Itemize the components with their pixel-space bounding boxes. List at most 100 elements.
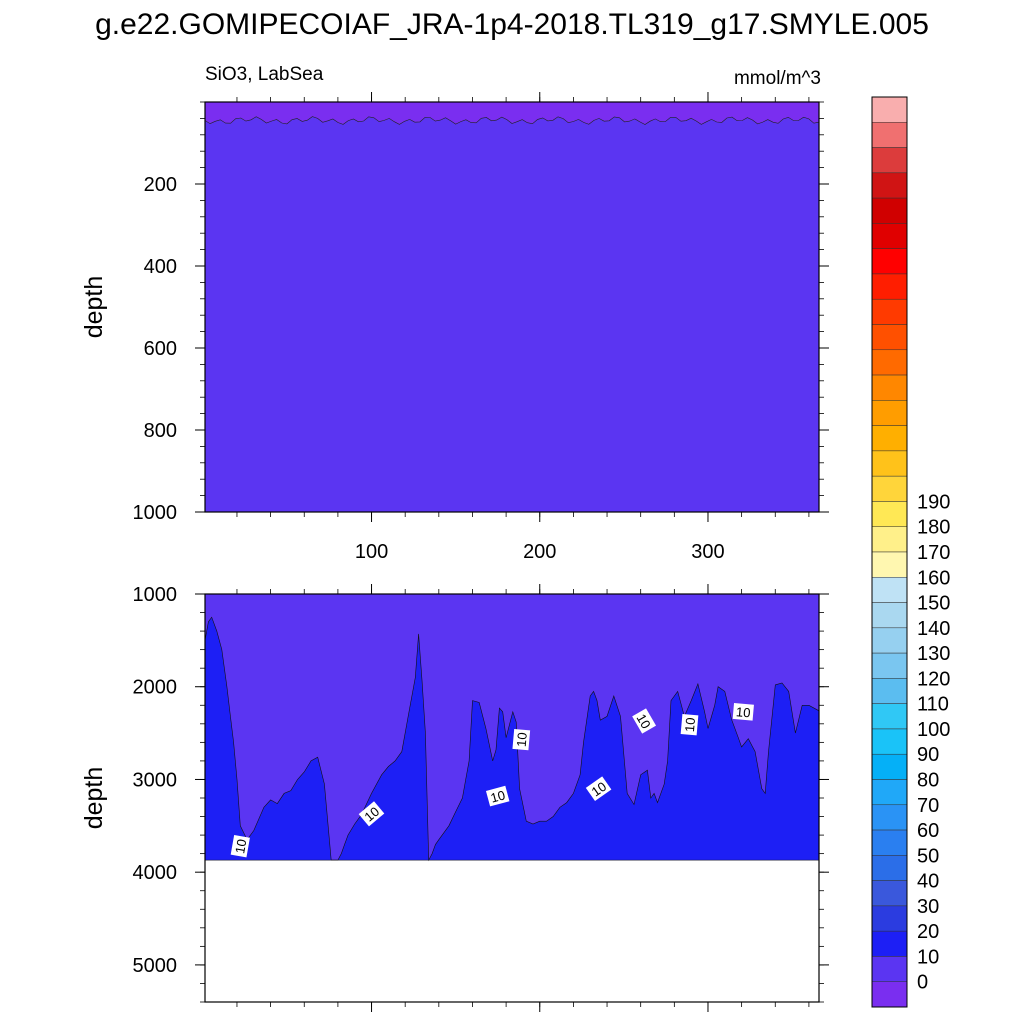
colorbar-label: 10 [917, 946, 939, 968]
colorbar-swatch [871, 779, 908, 806]
colorbar-swatch [871, 678, 908, 704]
colorbar-swatch [871, 172, 908, 199]
colorbar-label: 20 [917, 921, 939, 943]
contour-10-region [205, 617, 819, 861]
colorbar-swatch [871, 122, 908, 148]
colorbar-swatch [871, 349, 908, 376]
upper-panel: 200 400 600 800 1000 100 200 300 depth [80, 92, 829, 563]
colorbar-swatch [871, 602, 908, 629]
colorbar-swatch [871, 501, 908, 527]
colorbar-label: 110 [917, 694, 949, 716]
colorbar-label: 60 [917, 820, 939, 842]
contour-label-5: 10 [585, 776, 612, 801]
colorbar-swatch [871, 829, 908, 856]
colorbar-label: 30 [917, 896, 939, 918]
contour-label-2: 10 [358, 801, 385, 827]
y-tick-label: 600 [144, 338, 177, 360]
contour-label-text: 10 [232, 838, 249, 855]
lower-panel: 10 10 10 10 10 10 10 10 1000 2000 3000 4000 5000 dept… [80, 584, 829, 1012]
colorbar-swatch [871, 728, 908, 755]
colorbar-swatch [871, 981, 908, 1008]
colorbar-swatch [871, 425, 908, 452]
y-tick-label: 3000 [133, 769, 178, 791]
colorbar-swatch [871, 627, 908, 654]
contour-label-4: 10 [512, 728, 531, 751]
y-tick-label: 1000 [133, 584, 178, 606]
colorbar-label: 0 [917, 972, 928, 994]
contour-label-bg [680, 714, 699, 736]
contour-label-text: 10 [514, 732, 530, 748]
colorbar-swatch [871, 855, 908, 881]
units-label: mmol/m^3 [733, 68, 821, 89]
colorbar-swatch [871, 374, 908, 401]
contour-label-bg [512, 728, 531, 751]
colorbar-frame [871, 96, 908, 1008]
colorbar-swatch [871, 526, 908, 553]
colorbar-swatch [871, 450, 908, 477]
colorbar-label: 120 [917, 668, 950, 690]
contour-label-text: 10 [735, 704, 751, 720]
contour-label-8: 10 [732, 702, 754, 721]
colorbar-swatch [871, 248, 908, 275]
colorbar-label: 150 [917, 593, 950, 615]
y-tick-label: 200 [144, 174, 177, 196]
contour-10-line [204, 616, 820, 862]
x-tick-label: 200 [523, 541, 556, 563]
contour-label-text: 10 [634, 711, 654, 731]
contour-label-text: 10 [489, 787, 507, 805]
colorbar-swatch [871, 223, 908, 249]
variable-label: SiO3, LabSea [205, 64, 324, 85]
colorbar-label: 90 [917, 744, 939, 766]
contour-label-text: 10 [682, 717, 698, 733]
colorbar-swatch [871, 197, 908, 224]
colorbar-swatch [871, 930, 908, 957]
colorbar: 0 10 20 30 40 50 60 70 80 90 100 110 120 130 140 150 160… [871, 96, 950, 1008]
y-axis-title: depth [80, 767, 108, 830]
upper-fill [205, 102, 819, 512]
y-tick-label: 400 [144, 256, 177, 278]
colorbar-label: 140 [917, 618, 950, 640]
contour-label-bg [585, 776, 612, 801]
y-tick-label: 1000 [133, 502, 178, 524]
contour-label-7: 10 [680, 714, 699, 736]
colorbar-swatch [871, 298, 908, 325]
contour-label-bg [485, 785, 510, 807]
colorbar-label: 100 [917, 719, 950, 741]
colorbar-swatch [871, 475, 908, 502]
surface-layer [204, 101, 820, 125]
colorbar-swatch [871, 273, 908, 300]
colorbar-label: 160 [917, 567, 950, 589]
upper-frame [204, 101, 820, 513]
y-tick-label: 5000 [133, 955, 178, 977]
colorbar-swatch [871, 147, 908, 174]
y-tick-label: 800 [144, 420, 177, 442]
colorbar-swatch [871, 804, 908, 831]
colorbar-label: 170 [917, 542, 950, 564]
colorbar-label: 190 [917, 491, 950, 513]
contour-label-bg [358, 801, 385, 827]
colorbar-label: 130 [917, 643, 950, 665]
colorbar-swatch [871, 905, 908, 932]
chart-title: g.e22.GOMIPECOIAF_JRA-1p4-2018.TL319_g17… [95, 8, 929, 41]
x-tick-label: 100 [355, 541, 388, 563]
colorbar-swatch [871, 753, 908, 780]
colorbar-label: 70 [917, 795, 939, 817]
colorbar-swatch [871, 400, 908, 426]
colorbar-swatch [871, 324, 908, 351]
colorbar-swatch [871, 96, 908, 123]
contour-label-bg [230, 834, 250, 858]
contour-label-3: 10 [485, 785, 510, 807]
y-tick-label: 4000 [133, 862, 178, 884]
colorbar-label: 180 [917, 517, 950, 539]
contour-label-bg [632, 708, 657, 734]
contour-label-text: 10 [589, 779, 609, 800]
colorbar-label: 40 [917, 871, 939, 893]
contour-label-bg [732, 702, 754, 721]
colorbar-swatch [871, 956, 908, 982]
colorbar-swatch [871, 880, 908, 907]
y-tick-label: 2000 [133, 677, 178, 699]
contour-label-1: 10 [230, 834, 250, 858]
colorbar-label: 50 [917, 845, 939, 867]
colorbar-swatch [871, 577, 908, 603]
